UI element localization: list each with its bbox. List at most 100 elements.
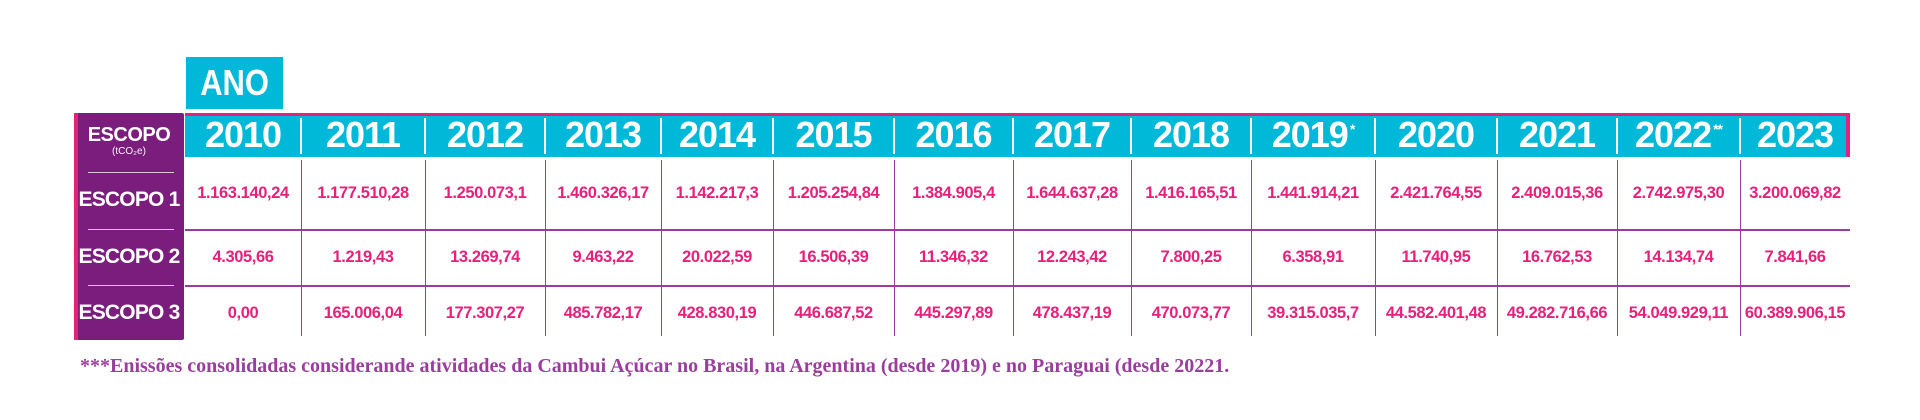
year-divider [1739, 118, 1741, 154]
table-cell: 446.687,52 [794, 303, 873, 322]
year-header-2018: 2018 [1131, 113, 1251, 157]
scope-header: ESCOPO (tCO₂e) [74, 113, 184, 168]
scope-row-label: ESCOPO 1 [78, 188, 181, 211]
year-header-2023: 2023 [1740, 113, 1850, 157]
year-footnote-mark: * [1349, 121, 1356, 137]
table-cell: 0,00 [227, 303, 259, 322]
sidebar-divider [88, 229, 174, 230]
table-cell: 1.219,43 [332, 247, 394, 266]
year-label: 2012 [446, 114, 524, 155]
column-divider [1740, 160, 1741, 336]
year-divider [1130, 118, 1132, 154]
year-header-2012: 2012 [425, 113, 545, 157]
column-divider [1131, 160, 1132, 336]
column-divider [425, 160, 426, 336]
year-divider [1374, 118, 1376, 154]
scope-sidebar [74, 113, 184, 340]
year-header-2013: 2013 [545, 113, 661, 157]
table-cell: 1.177.510,28 [317, 183, 409, 202]
table-cell: 49.282.716,66 [1506, 303, 1608, 322]
year-header-2021: 2021 [1497, 113, 1617, 157]
sidebar-accent [74, 113, 78, 340]
table-cell: 1.416.165,51 [1145, 183, 1237, 202]
year-label: 2013 [564, 114, 642, 155]
table-cell: 2.742.975,30 [1632, 183, 1725, 202]
year-header-2015: 2015 [773, 113, 894, 157]
table-cell: 60.389.906,15 [1744, 303, 1846, 322]
table-cell: 16.762,53 [1522, 247, 1592, 266]
year-header-2014: 2014 [661, 113, 773, 157]
column-divider [1497, 160, 1498, 336]
scope-header-label: ESCOPO [87, 124, 171, 146]
column-divider [301, 160, 302, 336]
year-label: 2021 [1518, 114, 1596, 155]
table-cell: 1.384.905,4 [912, 183, 995, 202]
sidebar-divider [88, 285, 174, 286]
column-divider [661, 160, 662, 336]
table-cell: 11.346,32 [919, 247, 988, 266]
table-cell: 9.463,22 [572, 247, 634, 266]
table-cell: 20.022,59 [682, 247, 752, 266]
year-header-bar [185, 113, 1850, 157]
year-label: 2016 [915, 114, 992, 155]
table-cell: 1.205.254,84 [787, 183, 880, 202]
table-cell: 16.506,39 [798, 247, 869, 266]
footnote: ***Enissões consolidadas considerande at… [80, 355, 1230, 377]
table-cell: 2.421.764,55 [1390, 183, 1482, 202]
column-divider [1013, 160, 1014, 336]
table-cell: 2.409.015,36 [1511, 183, 1603, 202]
table-cell: 1.460.326,17 [557, 183, 649, 202]
table-cell: 470.073,77 [1151, 303, 1231, 322]
column-divider [773, 160, 774, 336]
year-divider [300, 118, 302, 154]
year-divider [660, 118, 662, 154]
table-cell: 54.049.929,11 [1628, 303, 1729, 322]
row-divider [185, 229, 1850, 231]
table-cell: 1.250.073,1 [443, 183, 527, 202]
year-header-2017: 2017 [1013, 113, 1131, 157]
table-cell: 4.305,66 [212, 247, 274, 266]
table-cell: 165.006,04 [323, 303, 403, 322]
table-cell: 1.441.914,21 [1267, 183, 1359, 202]
table-cell: 1.142.217,3 [675, 183, 759, 202]
year-header-2019: 2019 * [1251, 113, 1375, 157]
table-cell: 44.582.401,48 [1385, 303, 1487, 322]
table-cell: 485.782,17 [563, 303, 643, 322]
column-divider [1375, 160, 1376, 336]
table-cell: 7.841,66 [1764, 247, 1826, 266]
year-divider [893, 118, 895, 154]
table-cell: 1.163.140,24 [197, 183, 289, 202]
column-divider [894, 160, 895, 336]
column-divider [1251, 160, 1252, 336]
year-divider [1250, 118, 1252, 154]
year-footnote-mark: ** [1713, 121, 1723, 137]
table-cell: 7.800,25 [1160, 247, 1222, 266]
year-divider [772, 118, 774, 154]
row-divider [185, 285, 1850, 287]
column-divider [545, 160, 546, 336]
year-header-2020: 2020 [1375, 113, 1497, 157]
year-label: 2020 [1397, 114, 1475, 155]
scope-row-label: ESCOPO 3 [78, 301, 181, 324]
year-label: 2017 [1033, 114, 1111, 155]
table-cell: 12.243,42 [1037, 247, 1107, 266]
table-cell: 3.200.069,82 [1749, 183, 1841, 202]
year-label: 2014 [678, 114, 756, 155]
year-label: 2019 [1271, 114, 1349, 155]
year-divider [1616, 118, 1618, 154]
table-cell: 11.740,95 [1401, 247, 1471, 266]
year-label: 2010 [204, 114, 282, 155]
sidebar-divider [88, 172, 174, 173]
year-header-2016: 2016 [894, 113, 1013, 157]
year-tab: ANO [186, 57, 284, 109]
table-cell: 14.134,74 [1643, 247, 1714, 266]
table-cell: 6.358,91 [1282, 247, 1344, 266]
column-divider [1617, 160, 1618, 336]
table-cell: 1.644.637,28 [1026, 183, 1118, 202]
scope-unit-label: (tCO₂e) [112, 146, 146, 157]
year-divider [1012, 118, 1014, 154]
table-cell: 445.297,89 [914, 303, 993, 322]
year-label: 2018 [1152, 114, 1230, 155]
year-header-2010: 2010 [185, 113, 301, 157]
table-cell: 39.315.035,7 [1267, 303, 1359, 322]
